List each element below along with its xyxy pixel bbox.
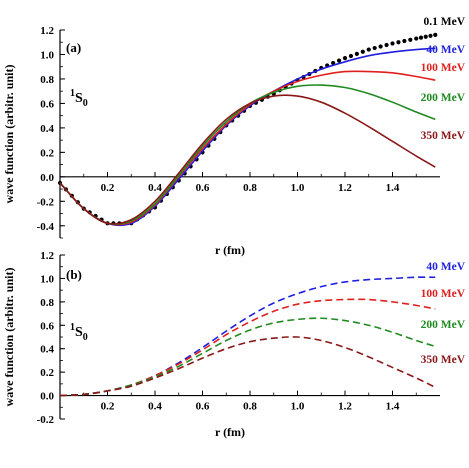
x-tick-label: 1.2 <box>338 182 352 194</box>
series-point-0-1-mev <box>414 36 419 41</box>
x-tick-label: 0.2 <box>101 182 115 194</box>
series-point-0-1-mev <box>423 34 428 39</box>
x-tick-label: 0.6 <box>196 401 210 413</box>
y-tick-label: 1.2 <box>40 25 54 37</box>
series-point-0-1-mev <box>336 58 342 63</box>
series-point-0-1-mev <box>354 51 359 56</box>
x-tick-label: 0.2 <box>101 401 115 413</box>
y-tick-label: 1.0 <box>40 273 54 285</box>
x-axis-label: r (fm) <box>215 425 245 439</box>
y-tick-label: -0.2 <box>37 196 55 208</box>
y-tick-label: 0.6 <box>40 320 54 332</box>
y-tick-label: 0.2 <box>40 147 54 159</box>
series-label-40-mev: 40 MeV <box>426 261 465 273</box>
series-line-100-mev <box>59 70 436 226</box>
series-label-100-mev: 100 MeV <box>421 288 466 300</box>
series-line-350-mev <box>59 336 436 397</box>
series-point-0-1-mev <box>360 49 365 54</box>
state-superscript: 1 <box>70 322 75 333</box>
series-point-0-1-mev <box>408 37 413 42</box>
series-label-40-mev: 40 MeV <box>426 44 465 56</box>
y-tick-label: -0.2 <box>37 414 55 426</box>
state-subscript: 0 <box>83 332 88 343</box>
y-tick-label: 0.8 <box>40 74 54 86</box>
series-label-350-mev: 350 MeV <box>421 354 466 366</box>
series-point-0-1-mev <box>331 60 336 66</box>
state-letter: S <box>75 91 83 106</box>
y-tick-label: 0.0 <box>40 391 54 403</box>
series-line-350-mev <box>59 94 436 225</box>
state-superscript: 1 <box>70 88 75 99</box>
y-tick-label: 0.6 <box>40 98 54 110</box>
x-tick-label: 0.4 <box>148 182 162 194</box>
state-subscript: 0 <box>83 98 88 109</box>
series-line-40-mev <box>59 47 436 227</box>
x-tick-label: 1.2 <box>338 401 352 413</box>
y-tick-label: 0.0 <box>40 172 54 184</box>
series-label-200-mev: 200 MeV <box>421 319 466 331</box>
series-point-0-1-mev <box>402 38 407 44</box>
panel-label: (a) <box>66 40 81 55</box>
y-tick-label: 0.4 <box>40 123 54 135</box>
series-point-0-1-mev <box>372 45 377 51</box>
y-tick-label: 1.0 <box>40 49 54 61</box>
x-axis-label: r (fm) <box>215 243 245 257</box>
series-point-0-1-mev <box>396 40 401 45</box>
x-tick-label: 0.8 <box>243 182 257 194</box>
series-label-0-1-mev: 0.1 MeV <box>423 16 465 28</box>
state-letter: S <box>75 325 83 340</box>
series-line-200-mev <box>59 317 436 397</box>
panel-label: (b) <box>66 267 82 282</box>
y-axis-label: wave function (arbitr. unit) <box>2 268 16 407</box>
x-tick-label: 0.4 <box>148 401 162 413</box>
y-tick-label: -0.4 <box>37 221 55 233</box>
series-point-0-1-mev <box>433 32 438 37</box>
state-label: 1S0 <box>70 88 88 109</box>
series-label-350-mev: 350 MeV <box>421 130 466 142</box>
series-label-100-mev: 100 MeV <box>421 62 466 74</box>
chart-panel-b: -0.2 0.0 0.2 0.4 0.6 0.8 1.0 1.2 0.2 0.4 0.6 0.8 1.0… <box>2 250 466 439</box>
x-tick-label: 0.6 <box>196 182 210 194</box>
y-tick-label: 0.4 <box>40 344 54 356</box>
series-point-0-1-mev <box>384 42 389 48</box>
y-tick-label: 1.2 <box>40 250 54 262</box>
x-tick-label: 1.0 <box>291 401 305 413</box>
series-point-0-1-mev <box>378 44 383 49</box>
x-tick-label: 1.0 <box>291 182 305 194</box>
series-label-200-mev: 200 MeV <box>421 92 466 104</box>
x-tick-label: 1.4 <box>386 401 400 413</box>
series-line-40-mev <box>59 276 436 397</box>
x-tick-label: 0.8 <box>243 401 257 413</box>
y-tick-label: 0.8 <box>40 297 54 309</box>
state-label: 1S0 <box>70 322 88 343</box>
series-point-0-1-mev <box>366 47 371 52</box>
series-point-0-1-mev <box>428 33 433 38</box>
series-point-0-1-mev <box>342 56 348 61</box>
series-point-0-1-mev <box>390 41 395 46</box>
y-tick-label: 0.2 <box>40 367 54 379</box>
x-tick-label: 1.4 <box>386 182 400 194</box>
series-point-0-1-mev <box>418 35 424 40</box>
series-line-100-mev <box>59 298 436 397</box>
y-axis-label: wave function (arbitr. unit) <box>2 65 16 204</box>
series-point-0-1-mev <box>348 53 354 59</box>
chart-panel-a: -0.4 -0.2 0.0 0.2 0.4 0.6 0.8 1.0 1.2 0.2 0.4 0.6 0.… <box>2 16 466 257</box>
